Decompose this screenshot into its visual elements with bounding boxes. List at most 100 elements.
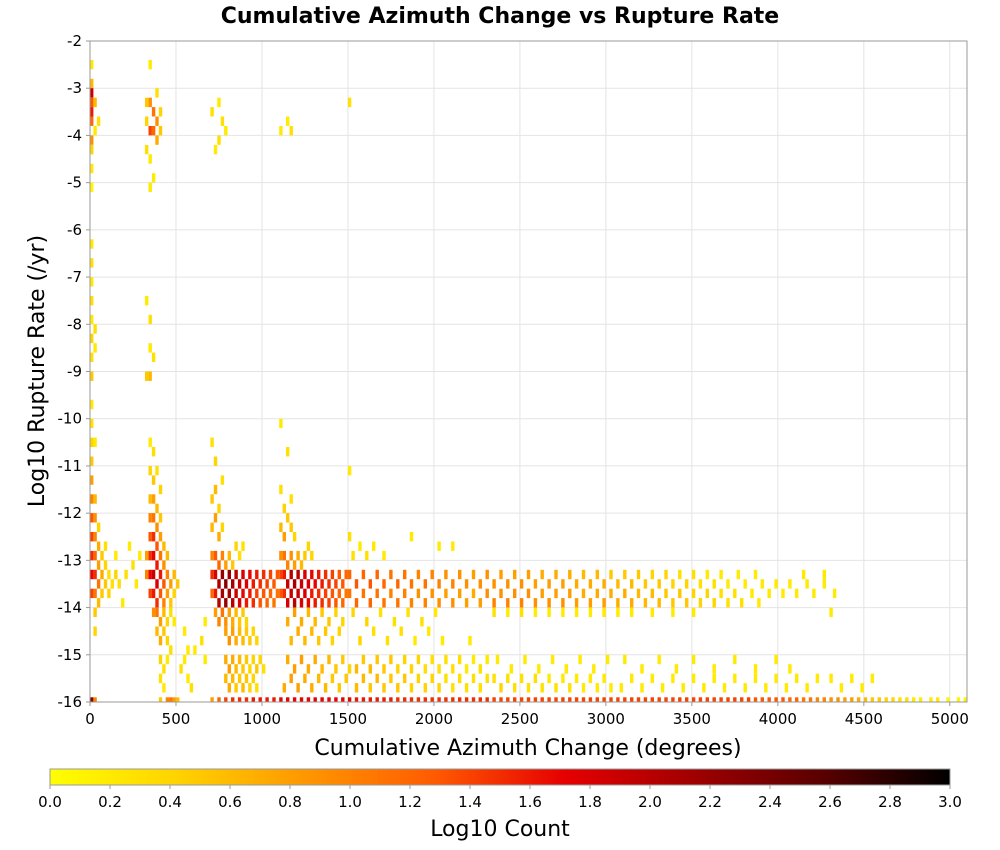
heatmap-cell	[471, 697, 476, 702]
heatmap-cell	[767, 697, 771, 702]
heatmap-cell	[255, 683, 259, 693]
heatmap-cell	[279, 697, 283, 702]
heatmap-cell	[912, 697, 916, 702]
heatmap-cell	[286, 598, 290, 608]
heatmap-cell	[296, 569, 300, 580]
heatmap-cell	[124, 569, 128, 580]
heatmap-cell	[224, 560, 228, 570]
heatmap-cell	[231, 598, 235, 608]
heatmap-cell	[310, 588, 314, 599]
heatmap-cell	[151, 588, 156, 599]
heatmap-cell	[540, 697, 544, 702]
heatmap-cell	[210, 107, 214, 117]
heatmap-cell	[671, 673, 675, 684]
heatmap-cell	[244, 579, 249, 589]
heatmap-cell	[561, 607, 565, 617]
heatmap-cell	[918, 697, 923, 702]
heatmap-cell	[148, 569, 152, 580]
heatmap-cell	[795, 697, 799, 702]
colorbar-tick-label: 0.0	[38, 793, 62, 811]
heatmap-cell	[255, 664, 259, 674]
heatmap-cell	[389, 673, 393, 684]
heatmap-cell	[382, 598, 386, 608]
heatmap-cell	[671, 697, 675, 702]
heatmap-cell	[712, 598, 716, 608]
heatmap-cell	[231, 626, 235, 636]
heatmap-cell	[375, 654, 379, 665]
heatmap-cell	[354, 598, 359, 608]
heatmap-cell	[946, 697, 950, 702]
heatmap-cell	[420, 617, 424, 627]
heatmap-cell	[550, 654, 555, 665]
heatmap-cell	[148, 494, 152, 504]
heatmap-cell	[499, 569, 503, 580]
heatmap-cell	[416, 697, 421, 702]
heatmap-cell	[416, 673, 421, 684]
heatmap-cell	[217, 503, 221, 514]
heatmap-cell	[519, 673, 524, 684]
colorbar-tick-label: 2.0	[638, 793, 662, 811]
heatmap-cell	[630, 607, 634, 617]
heatmap-cell	[220, 607, 225, 617]
y-axis-label: Log10 Rupture Rate (/yr)	[25, 235, 50, 507]
heatmap-cell	[241, 569, 245, 580]
heatmap-cell	[241, 541, 245, 551]
heatmap-cell	[451, 697, 455, 702]
heatmap-cell	[788, 697, 792, 702]
heatmap-cell	[506, 598, 510, 608]
heatmap-cell	[341, 617, 345, 627]
heatmap-cell	[396, 579, 400, 589]
heatmap-cell	[554, 697, 558, 702]
y-tick-label: -15	[58, 646, 83, 664]
heatmap-cell	[485, 697, 489, 702]
heatmap-cell	[279, 588, 283, 599]
heatmap-cell	[444, 569, 448, 580]
heatmap-cell	[303, 673, 307, 684]
heatmap-cell	[437, 541, 441, 551]
heatmap-cell	[237, 550, 242, 561]
heatmap-cell	[678, 569, 682, 580]
heatmap-cell	[227, 569, 231, 580]
heatmap-cell	[368, 598, 372, 608]
heatmap-cell	[210, 494, 214, 504]
heatmap-cell	[698, 697, 703, 702]
colorbar-tick-label: 2.4	[758, 793, 782, 811]
heatmap-cell	[519, 598, 524, 608]
heatmap-cell	[279, 126, 283, 136]
heatmap-cell	[145, 116, 149, 126]
heatmap-cell	[347, 697, 352, 702]
heatmap-cell	[334, 607, 338, 617]
heatmap-cell	[691, 673, 696, 684]
heatmap-cell	[217, 617, 221, 627]
heatmap-cell	[292, 664, 297, 674]
heatmap-cell	[93, 324, 97, 334]
heatmap-cell	[485, 569, 489, 580]
heatmap-cell	[843, 697, 847, 702]
heatmap-cell	[406, 607, 410, 617]
heatmap-cell	[231, 673, 235, 684]
heatmap-cell	[623, 697, 627, 702]
heatmap-cell	[774, 654, 778, 665]
heatmap-cell	[248, 683, 252, 693]
heatmap-cell	[227, 550, 231, 561]
heatmap-cell	[341, 654, 345, 665]
heatmap-cell	[90, 456, 94, 466]
heatmap-cell	[564, 664, 568, 674]
heatmap-cell	[330, 588, 335, 599]
heatmap-cell	[805, 683, 809, 693]
heatmap-cell	[286, 447, 290, 457]
heatmap-cell	[533, 673, 538, 684]
heatmap-cell	[592, 664, 596, 674]
heatmap-cell	[372, 541, 376, 551]
heatmap-cell	[151, 173, 156, 183]
heatmap-cell	[616, 598, 620, 608]
heatmap-cell	[248, 588, 252, 599]
x-tick-label: 4500	[845, 710, 883, 728]
heatmap-cell	[378, 607, 383, 617]
heatmap-cell	[616, 579, 620, 589]
colorbar-tick-label: 2.6	[818, 793, 842, 811]
heatmap-cell	[90, 418, 94, 429]
heatmap-cell	[506, 673, 510, 684]
heatmap-cell	[685, 598, 689, 608]
heatmap-cell	[244, 626, 249, 636]
